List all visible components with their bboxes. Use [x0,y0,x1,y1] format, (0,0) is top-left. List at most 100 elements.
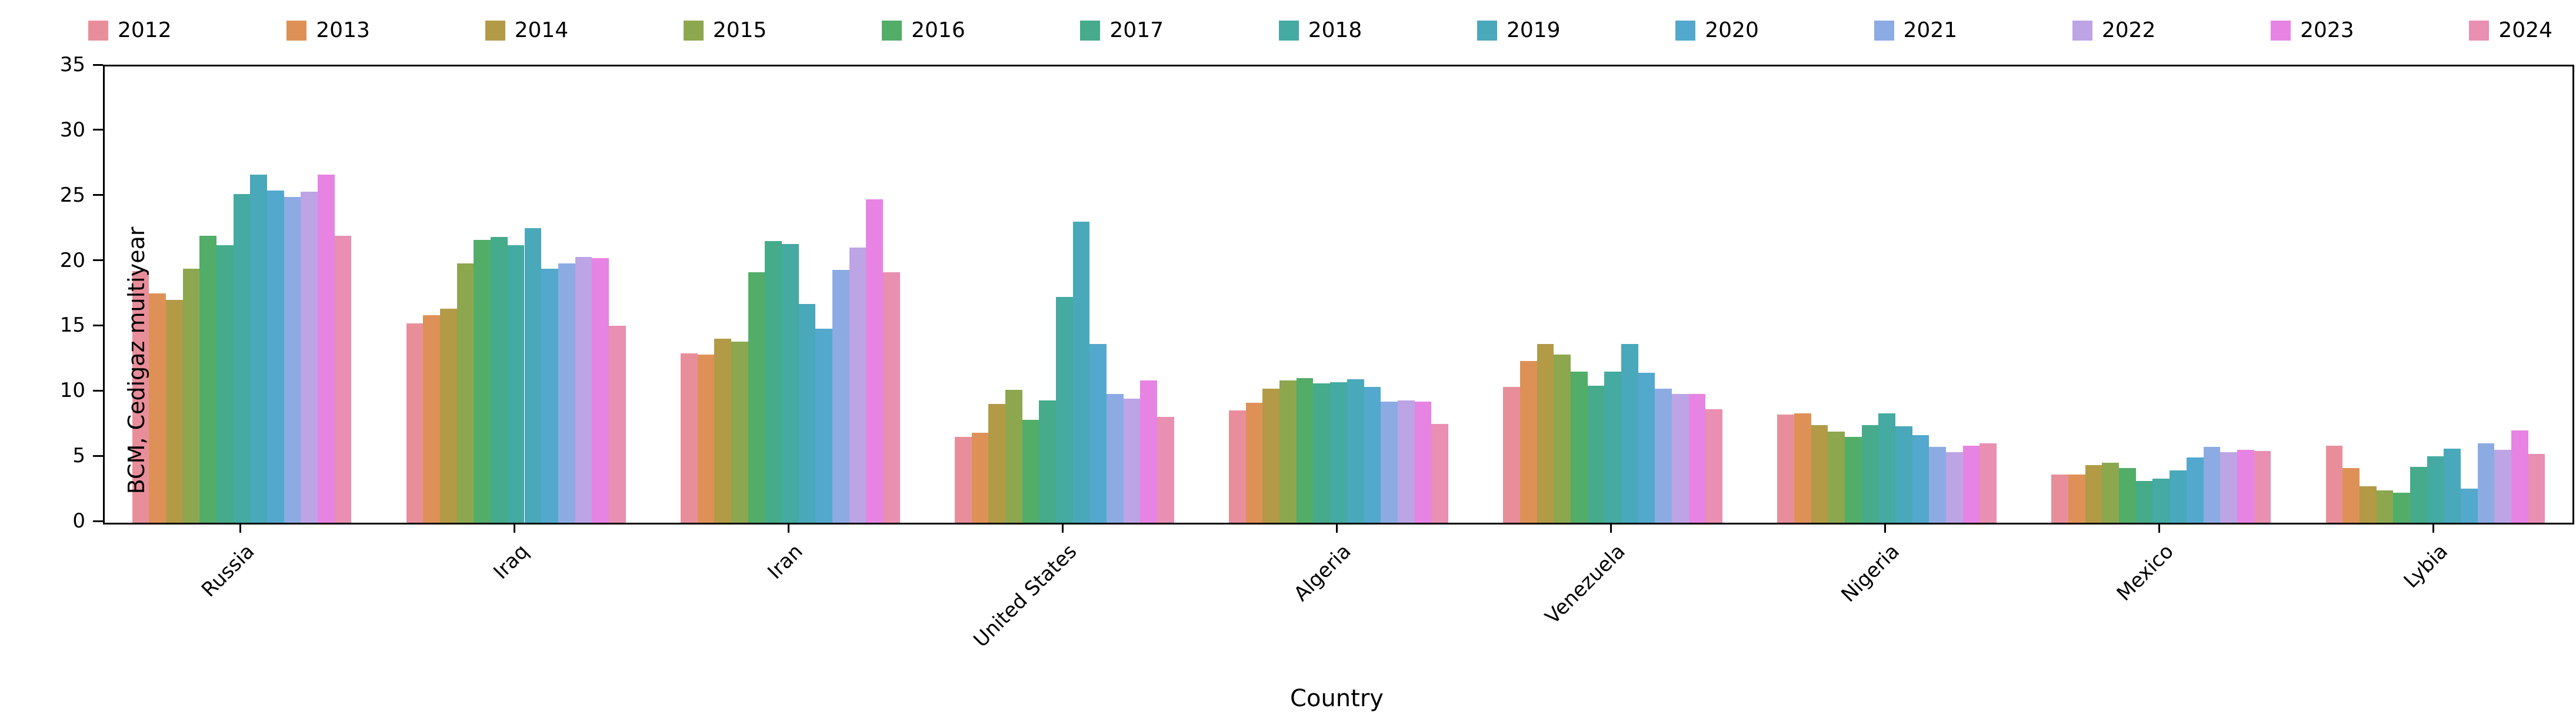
y-tick-30 [93,129,103,131]
bar-mexico-2020 [2186,457,2204,523]
bar-algeria-2012 [1229,410,1246,523]
x-tick-nigeria [1884,523,1887,533]
bar-algeria-2016 [1296,377,1314,523]
bar-algeria-2013 [1245,403,1263,523]
bar-algeria-2017 [1313,383,1331,523]
x-tick-venezuela [1610,523,1612,533]
y-tick-label-10: 10 [59,379,85,403]
bar-lybia-2021 [2477,443,2495,523]
bar-venezuela-2014 [1537,344,1554,523]
bar-lybia-2019 [2444,448,2461,523]
bar-iraq-2024 [608,326,626,523]
bar-venezuela-2018 [1604,371,1621,523]
bar-venezuela-2022 [1672,393,1689,523]
legend-item-2024: 2024 [2469,20,2552,41]
bar-iraq-2013 [423,315,441,523]
legend-swatch-2023 [2271,21,2291,41]
bar-united-states-2017 [1039,400,1057,523]
bar-united-states-2013 [971,433,989,523]
bar-iran-2014 [714,339,731,523]
bar-united-states-2020 [1089,344,1107,523]
legend-label-2017: 2017 [1109,18,1164,42]
bar-lybia-2014 [2359,486,2377,523]
y-tick-label-20: 20 [59,248,85,272]
bar-algeria-2018 [1330,382,1347,523]
legend-label-2021: 2021 [1903,18,1958,42]
bar-mexico-2014 [2085,465,2102,523]
bar-venezuela-2012 [1503,387,1520,523]
bar-venezuela-2013 [1519,361,1537,523]
x-tick-label-russia: Russia [196,539,259,602]
bar-united-states-2018 [1056,297,1073,523]
bar-iraq-2017 [491,237,508,523]
legend-swatch-2020 [1675,21,1696,41]
bar-lybia-2023 [2511,430,2528,523]
bar-venezuela-2015 [1554,355,1571,523]
bar-venezuela-2019 [1621,344,1638,523]
bar-venezuela-2016 [1570,371,1588,523]
y-tick-15 [93,324,103,326]
x-tick-lybia [2432,523,2435,533]
legend-label-2022: 2022 [2101,18,2156,42]
legend-item-2014: 2014 [485,18,569,42]
y-tick-label-5: 5 [72,444,85,468]
bar-russia-2017 [216,245,234,523]
bar-nigeria-2022 [1946,452,1963,523]
x-tick-algeria [1336,523,1338,533]
bar-lybia-2020 [2460,489,2478,523]
bar-iran-2015 [731,341,748,523]
bar-nigeria-2020 [1912,435,1929,523]
bar-nigeria-2017 [1861,425,1879,523]
bar-united-states-2023 [1140,380,1158,523]
bar-iran-2013 [697,355,715,523]
legend-swatch-2014 [485,21,505,41]
bar-iran-2023 [866,199,884,523]
bar-lybia-2018 [2427,456,2444,523]
legend: 2012 2013 2014 2015 2016 2017 2018 2019 2020 2021… [88,13,2552,48]
legend-label-2020: 2020 [1705,18,1759,42]
bar-venezuela-2021 [1655,388,1672,523]
legend-swatch-2024 [2469,21,2490,41]
legend-label-2014: 2014 [514,18,569,42]
bar-iraq-2014 [440,309,457,523]
bar-mexico-2022 [2220,452,2237,523]
legend-swatch-2019 [1477,21,1497,41]
bar-mexico-2012 [2051,474,2069,523]
x-tick-mexico [2158,523,2161,533]
bar-iraq-2015 [456,263,474,523]
x-tick-russia [239,523,241,533]
bar-algeria-2022 [1397,400,1415,523]
bar-venezuela-2023 [1688,393,1706,523]
bar-mexico-2024 [2254,451,2271,523]
bar-mexico-2013 [2068,474,2085,523]
x-tick-label-lybia: Lybia [2399,539,2453,593]
bar-venezuela-2024 [1705,409,1723,523]
legend-swatch-2018 [1278,21,1299,41]
bar-iran-2022 [849,248,867,523]
bar-lybia-2017 [2410,466,2427,523]
legend-item-2015: 2015 [683,20,767,41]
y-tick-0 [93,520,103,522]
x-tick-label-nigeria: Nigeria [1837,539,1904,607]
bar-united-states-2015 [1005,389,1022,523]
x-tick-united-states [1061,523,1064,533]
bar-united-states-2012 [954,436,972,523]
bars-layer [105,66,2572,523]
bar-united-states-2016 [1022,419,1039,523]
bar-venezuela-2020 [1638,373,1655,523]
bar-algeria-2021 [1381,401,1398,523]
bar-iraq-2021 [558,263,575,523]
bar-iran-2018 [781,243,799,523]
bar-nigeria-2015 [1828,431,1845,523]
bar-lybia-2015 [2376,490,2394,523]
bar-russia-2024 [334,236,352,523]
legend-item-2021: 2021 [1874,18,1958,42]
bar-nigeria-2013 [1794,413,1811,523]
legend-label-2016: 2016 [911,18,965,42]
legend-item-2013: 2013 [286,20,370,41]
bar-nigeria-2012 [1777,414,1794,523]
bar-lybia-2016 [2393,493,2410,523]
bar-lybia-2022 [2494,449,2511,523]
bar-iran-2020 [815,328,832,523]
